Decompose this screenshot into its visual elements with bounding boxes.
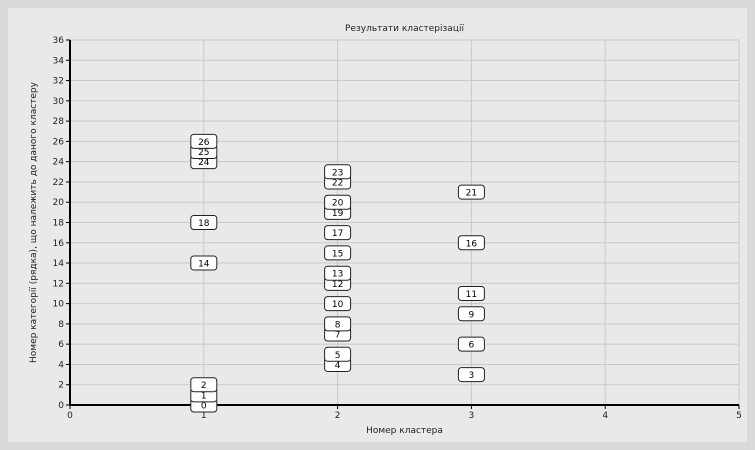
data-point-box (324, 225, 352, 241)
data-point-label: 26 (198, 138, 210, 148)
data-point-label: 0 (201, 402, 207, 412)
data-point-label: 11 (466, 290, 477, 300)
data-point-box (457, 367, 485, 383)
data-point: 3 (457, 367, 485, 383)
x-tick-label: 5 (736, 411, 742, 421)
data-point: 23 (324, 164, 352, 180)
data-point-box (324, 316, 352, 332)
y-tick-label: 0 (58, 401, 64, 411)
y-tick-label: 20 (53, 198, 65, 208)
data-point-box (190, 377, 218, 393)
data-point-label: 10 (332, 300, 344, 310)
y-tick-label: 34 (53, 56, 65, 66)
data-point-box (457, 336, 485, 352)
data-point-label: 25 (198, 148, 209, 158)
y-tick-label: 10 (53, 300, 65, 310)
data-point: 18 (190, 215, 218, 230)
chart-container: Результати кластерізації 0 2 4 6 8 10 12 14 16 18… (8, 8, 747, 442)
data-point-box (457, 285, 485, 301)
y-tick-label: 32 (53, 77, 64, 87)
data-points: 0123456789101112131415161718192021222324… (190, 133, 485, 413)
y-tick-label: 18 (53, 219, 65, 229)
data-point-label: 16 (466, 239, 478, 249)
y-tick-label: 14 (53, 259, 65, 269)
data-point-label: 1 (201, 391, 207, 401)
data-point: 11 (457, 285, 485, 301)
data-point-label: 19 (332, 209, 344, 219)
data-point: 2 (190, 377, 218, 393)
y-tick-label: 22 (53, 178, 64, 188)
data-point-label: 8 (335, 320, 341, 330)
data-point: 9 (457, 306, 485, 322)
data-point: 10 (324, 296, 352, 312)
data-point: 21 (457, 184, 485, 200)
y-tick-label: 8 (58, 320, 64, 330)
data-point-label: 4 (335, 361, 341, 371)
data-point-label: 15 (332, 249, 343, 259)
data-point-box (190, 255, 218, 271)
data-point-label: 9 (469, 310, 475, 320)
data-point-box (457, 184, 485, 200)
x-tick-label: 1 (201, 411, 207, 421)
y-tick-label: 24 (53, 158, 65, 168)
y-tick-label: 28 (53, 117, 65, 127)
data-point-box (190, 133, 218, 149)
data-point-label: 7 (335, 331, 341, 341)
data-point-box (324, 265, 352, 281)
x-tick-label: 3 (469, 411, 475, 421)
data-point-label: 13 (332, 270, 343, 280)
data-point-label: 20 (332, 199, 344, 209)
data-point: 20 (324, 194, 352, 210)
data-point-label: 5 (335, 351, 341, 361)
data-point: 5 (324, 346, 352, 362)
data-point: 13 (324, 265, 352, 281)
data-point: 8 (324, 316, 352, 332)
data-point-label: 17 (332, 229, 343, 239)
data-point: 6 (457, 336, 485, 352)
y-tick-label: 4 (58, 360, 64, 370)
x-tick-label: 0 (67, 411, 73, 421)
y-tick-label: 12 (53, 279, 64, 289)
data-point-box (190, 215, 218, 230)
y-tick-label: 16 (53, 239, 65, 249)
y-tick-label: 30 (53, 97, 65, 107)
x-axis-title: Номер кластера (366, 426, 443, 436)
data-point-label: 22 (332, 178, 343, 188)
data-point-label: 21 (466, 189, 477, 199)
data-point-label: 18 (198, 219, 210, 229)
y-tick-label: 6 (58, 340, 64, 350)
y-tick-label: 26 (53, 137, 65, 147)
data-point-label: 23 (332, 168, 343, 178)
data-point-label: 3 (469, 371, 475, 381)
scatter-chart: Результати кластерізації 024681012141618… (29, 24, 742, 436)
data-point: 26 (190, 133, 218, 149)
data-point-label: 2 (201, 381, 207, 391)
data-point-label: 24 (198, 158, 210, 168)
data-point-label: 14 (198, 260, 210, 270)
chart-title: Результати кластерізації (345, 24, 464, 34)
data-point: 14 (190, 255, 218, 271)
data-point-box (457, 235, 485, 251)
data-point-box (324, 346, 352, 362)
data-point: 17 (324, 225, 352, 241)
y-tick-label: 2 (58, 381, 64, 391)
data-point-label: 12 (332, 280, 343, 290)
y-tick-label: 36 (53, 36, 65, 46)
data-point-label: 6 (469, 341, 475, 351)
data-point: 15 (324, 245, 352, 261)
data-point-box (324, 245, 352, 261)
data-point-box (324, 296, 352, 312)
data-point-box (457, 306, 485, 322)
data-point-box (324, 164, 352, 180)
y-axis-title: Номер категорії (рядка), що належить до … (29, 81, 39, 363)
x-tick-label: 2 (335, 411, 341, 421)
grid (70, 39, 740, 405)
data-point: 16 (457, 235, 485, 251)
data-point-box (324, 194, 352, 210)
x-tick-label: 4 (602, 411, 608, 421)
